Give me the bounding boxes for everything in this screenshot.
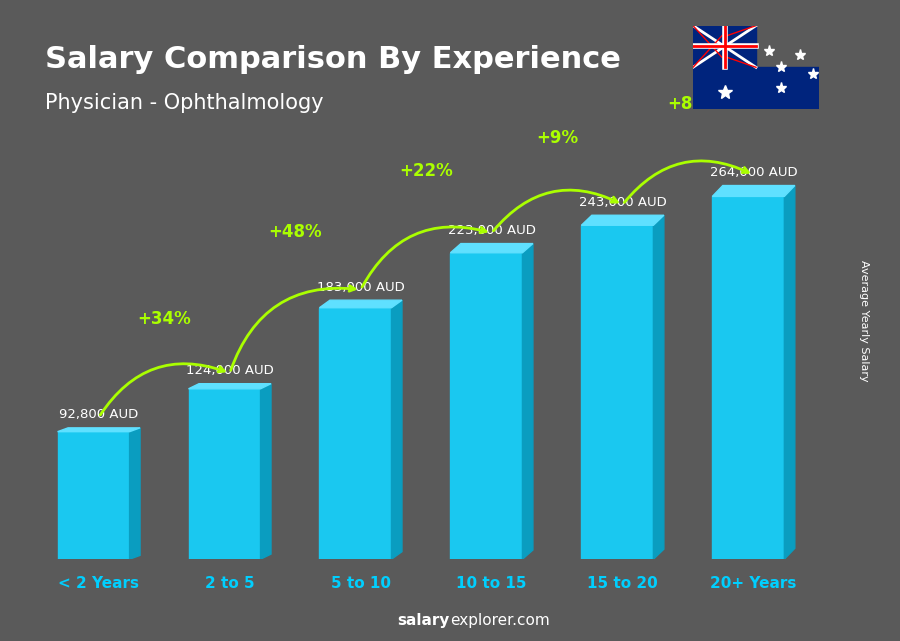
Text: 15 to 20: 15 to 20 xyxy=(587,576,658,591)
Polygon shape xyxy=(188,384,271,389)
Text: 5 to 10: 5 to 10 xyxy=(330,576,391,591)
Text: 183,000 AUD: 183,000 AUD xyxy=(317,281,405,294)
Text: +9%: +9% xyxy=(536,129,578,147)
Text: < 2 Years: < 2 Years xyxy=(58,576,140,591)
Text: salary: salary xyxy=(398,613,450,628)
Bar xyxy=(450,253,522,559)
Polygon shape xyxy=(581,215,664,225)
Polygon shape xyxy=(58,428,140,431)
Bar xyxy=(693,67,819,109)
Bar xyxy=(58,431,130,559)
Polygon shape xyxy=(522,244,533,559)
Text: explorer.com: explorer.com xyxy=(450,613,550,628)
Text: +22%: +22% xyxy=(400,162,453,179)
Text: 264,000 AUD: 264,000 AUD xyxy=(710,166,797,179)
Polygon shape xyxy=(653,215,664,559)
Polygon shape xyxy=(320,300,402,308)
Polygon shape xyxy=(712,185,795,196)
Text: +48%: +48% xyxy=(268,222,322,240)
Text: +34%: +34% xyxy=(138,310,191,328)
Text: 92,800 AUD: 92,800 AUD xyxy=(59,408,139,422)
Bar xyxy=(693,26,756,67)
Text: 124,000 AUD: 124,000 AUD xyxy=(186,364,274,378)
Text: +8%: +8% xyxy=(667,95,709,113)
Text: 10 to 15: 10 to 15 xyxy=(456,576,526,591)
Bar xyxy=(581,225,653,559)
Text: Physician - Ophthalmology: Physician - Ophthalmology xyxy=(45,93,324,113)
Polygon shape xyxy=(260,384,271,559)
Text: 223,000 AUD: 223,000 AUD xyxy=(447,224,536,237)
Polygon shape xyxy=(450,244,533,253)
Text: Salary Comparison By Experience: Salary Comparison By Experience xyxy=(45,45,621,74)
Text: 243,000 AUD: 243,000 AUD xyxy=(579,196,667,209)
Text: Average Yearly Salary: Average Yearly Salary xyxy=(859,260,869,381)
Text: 2 to 5: 2 to 5 xyxy=(205,576,255,591)
Polygon shape xyxy=(392,300,402,559)
Bar xyxy=(320,308,392,559)
Polygon shape xyxy=(784,185,795,559)
Polygon shape xyxy=(130,428,140,559)
Bar xyxy=(712,196,784,559)
Text: 20+ Years: 20+ Years xyxy=(710,576,796,591)
Bar xyxy=(188,389,260,559)
